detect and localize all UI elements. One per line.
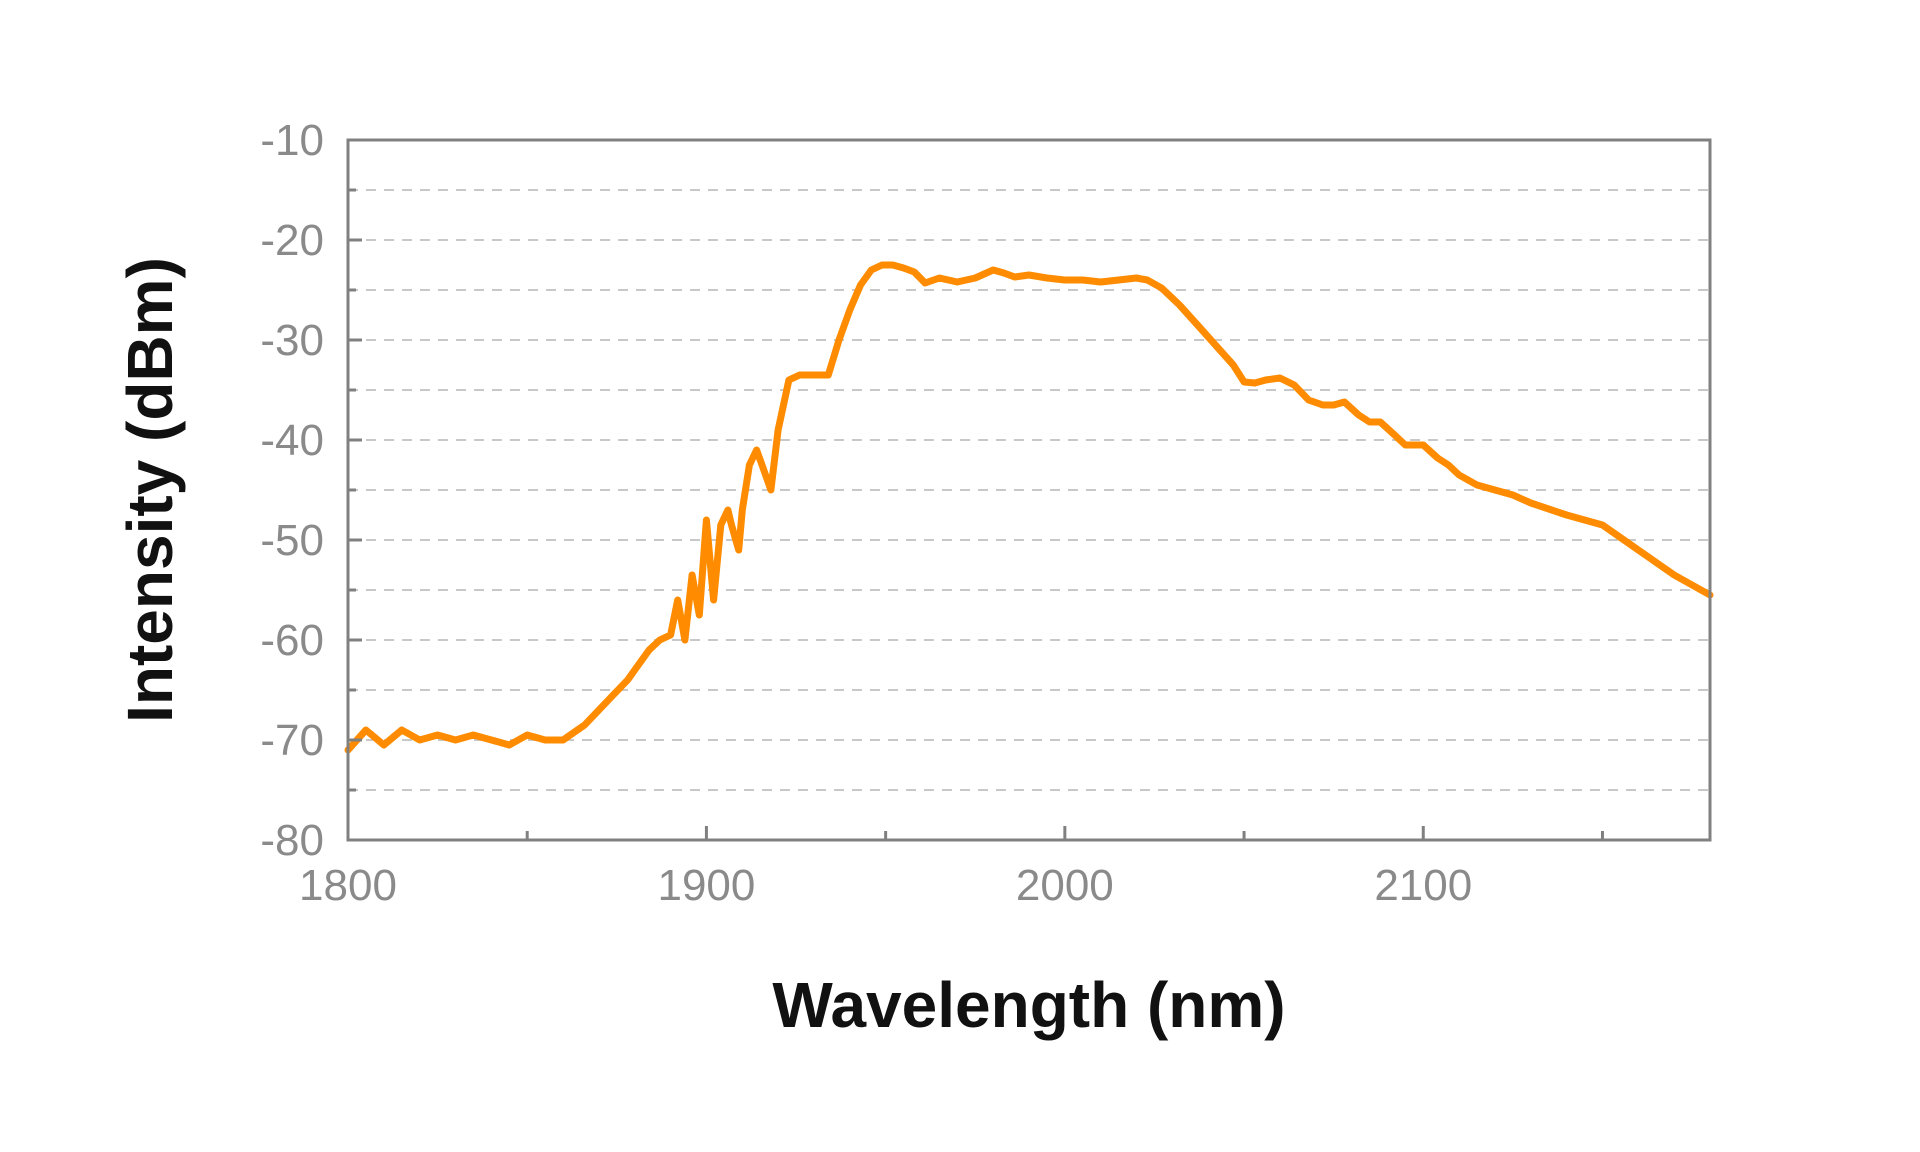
x-tick-label: 2100 <box>1374 861 1472 910</box>
x-tick-label: 1800 <box>299 861 397 910</box>
x-tick-label: 1900 <box>657 861 755 910</box>
series-layer <box>344 261 1714 754</box>
spectrum-series-line <box>344 261 1714 754</box>
y-axis-title: Intensity (dBm) <box>114 257 186 723</box>
y-tick-label: -30 <box>260 316 324 365</box>
x-axis-title: Wavelength (nm) <box>772 969 1285 1041</box>
x-tick-label: 2000 <box>1016 861 1114 910</box>
axis-ticks <box>346 138 1604 842</box>
y-tick-label: -10 <box>260 116 324 165</box>
y-tick-label: -40 <box>260 416 324 465</box>
y-tick-label: -20 <box>260 216 324 265</box>
y-tick-label: -70 <box>260 716 324 765</box>
tick-labels: -80 -70 -60 -50 -40 -30 -20 -10 1800 1900 2000 2100 <box>260 116 1472 910</box>
y-tick-label: -50 <box>260 516 324 565</box>
y-tick-label: -80 <box>260 816 324 865</box>
y-tick-label: -60 <box>260 616 324 665</box>
